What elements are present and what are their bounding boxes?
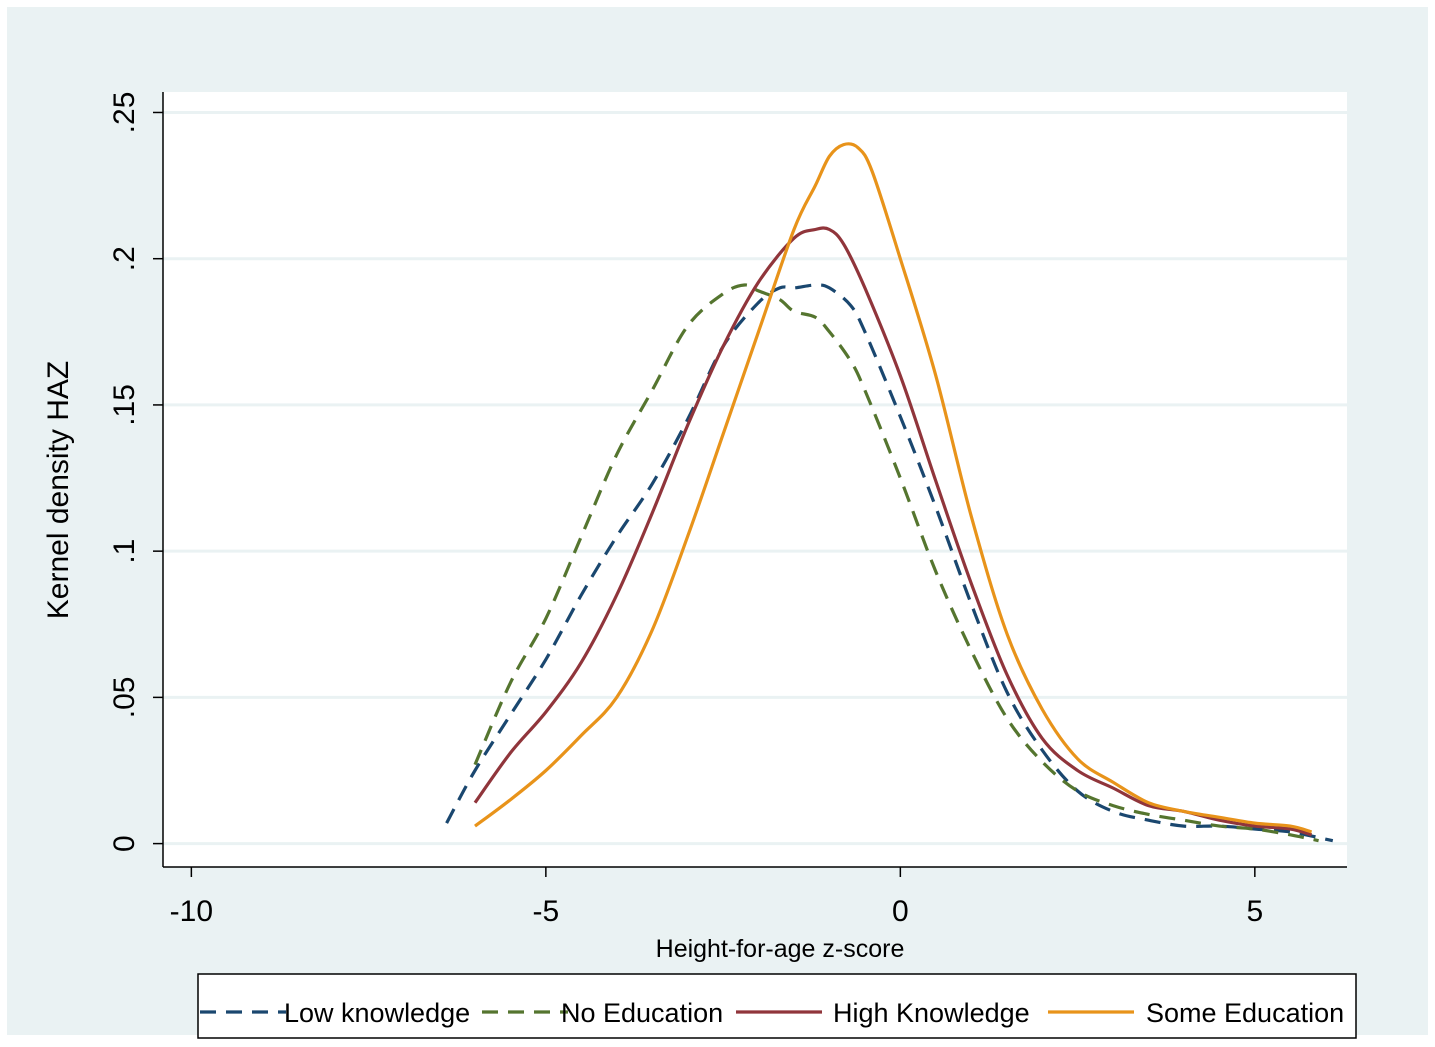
x-tick-label: -5	[533, 895, 560, 928]
plot-area	[163, 92, 1347, 867]
legend-label: High Knowledge	[833, 998, 1030, 1028]
y-axis-label: Kernel density HAZ	[42, 361, 75, 619]
series-line-some-education	[474, 142, 1313, 834]
legend-box	[197, 973, 1357, 1039]
y-tick-label: 0	[108, 835, 141, 852]
y-tick-label: .25	[108, 92, 141, 134]
gridlines	[163, 110, 1347, 846]
legend: Low knowledge No Education High Knowledge S…	[200, 998, 1344, 1028]
x-tick-label: 0	[892, 895, 909, 928]
y-axis-ticks: 0 .05 .1 .15 .2 .25	[108, 92, 163, 852]
series-layer	[445, 142, 1334, 843]
legend-label: Some Education	[1146, 998, 1344, 1028]
series-line-high-knowledge	[473, 226, 1313, 837]
y-tick-label: .15	[108, 384, 141, 426]
x-tick-label: 5	[1246, 895, 1263, 928]
series-line-low-knowledge	[445, 283, 1334, 843]
x-tick-label: -10	[170, 895, 213, 928]
legend-label: Low knowledge	[284, 998, 470, 1028]
y-tick-label: .05	[108, 677, 141, 719]
x-axis-label: Height-for-age z-score	[656, 935, 905, 963]
y-tick-label: .1	[108, 539, 141, 564]
x-axis-ticks: -10 -5 0 5	[170, 867, 1263, 928]
y-tick-label: .2	[108, 246, 141, 271]
series-line-no-education	[473, 283, 1319, 843]
legend-label: No Education	[561, 998, 723, 1028]
